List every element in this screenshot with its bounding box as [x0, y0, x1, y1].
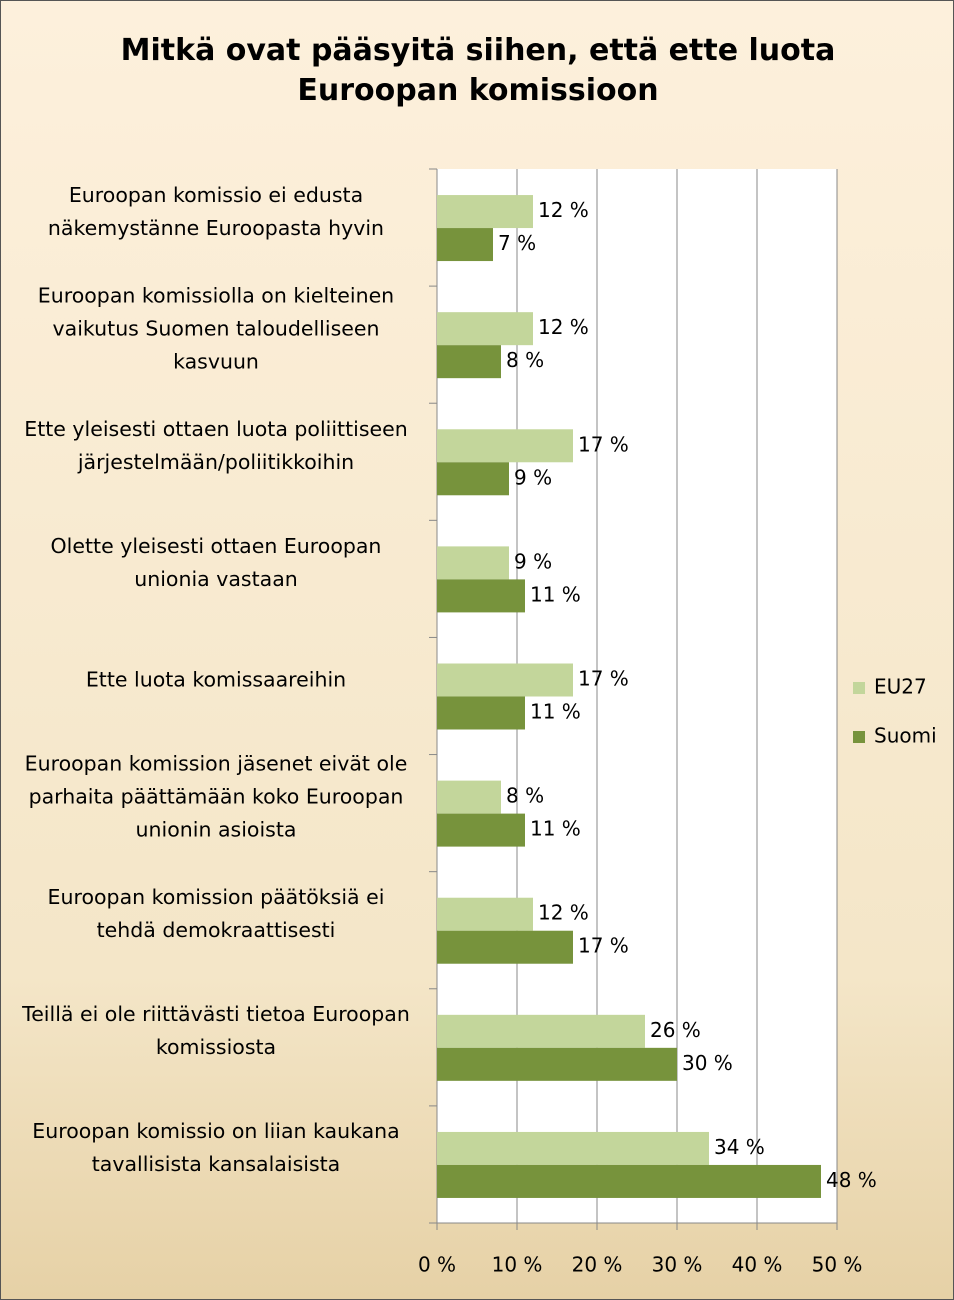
legend-swatch — [853, 731, 865, 743]
x-tick-label: 30 % — [652, 1253, 703, 1277]
bar — [437, 1131, 709, 1165]
legend-label: EU27 — [874, 675, 927, 699]
legend-swatch — [853, 682, 865, 694]
data-label: 8 % — [506, 784, 544, 808]
data-label: 34 % — [714, 1135, 765, 1159]
y-tick-label: Euroopan komission päätöksiä ei tehdä de… — [47, 885, 385, 943]
bar — [437, 696, 525, 730]
data-label: 11 % — [530, 582, 581, 606]
x-tick-label: 40 % — [732, 1253, 783, 1277]
bar — [437, 930, 573, 964]
data-label: 12 % — [538, 901, 589, 925]
data-label: 11 % — [530, 700, 581, 724]
y-tick-label: Ette yleisesti ottaen luota poliittiseen… — [24, 416, 408, 474]
data-label: 8 % — [506, 348, 544, 372]
legend-label: Suomi — [874, 724, 937, 748]
bar — [437, 195, 533, 229]
y-tick-label: Olette yleisesti ottaen Euroopan unionia… — [50, 533, 382, 591]
bar — [437, 579, 525, 613]
bar — [437, 546, 509, 580]
y-tick-label: Teillä ei ole riittävästi tietoa Euroopa… — [22, 1002, 410, 1060]
bar — [437, 312, 533, 346]
y-tick-label: Euroopan komissio on liian kaukana taval… — [32, 1119, 400, 1177]
y-tick-label: Euroopan komission jäsenet eivät ole par… — [24, 751, 408, 842]
bar — [437, 780, 501, 814]
chart-title: Mitkä ovat pääsyitä siihen, että ette lu… — [120, 33, 836, 108]
bar — [437, 462, 509, 496]
y-tick-label: Euroopan komissiolla on kielteinen vaiku… — [37, 283, 395, 374]
bar — [437, 897, 533, 931]
bar — [437, 345, 501, 379]
bar — [437, 1014, 645, 1048]
y-tick-label: Ette luota komissaareihin — [85, 667, 347, 692]
data-label: 26 % — [650, 1018, 701, 1042]
data-label: 17 % — [578, 667, 629, 691]
data-label: 9 % — [514, 549, 552, 573]
data-label: 30 % — [682, 1051, 733, 1075]
bar — [437, 429, 573, 463]
x-tick-label: 20 % — [572, 1253, 623, 1277]
bar — [437, 663, 573, 697]
x-tick-label: 10 % — [492, 1253, 543, 1277]
bar — [437, 813, 525, 847]
bar — [437, 1047, 677, 1081]
data-label: 12 % — [538, 198, 589, 222]
data-label: 11 % — [530, 817, 581, 841]
bar — [437, 228, 493, 262]
y-tick-label: Euroopan komissio ei edusta näkemystänne… — [47, 182, 385, 240]
data-label: 7 % — [498, 231, 536, 255]
data-label: 48 % — [826, 1168, 877, 1192]
data-label: 17 % — [578, 432, 629, 456]
data-label: 12 % — [538, 315, 589, 339]
x-tick-label: 50 % — [812, 1253, 863, 1277]
data-label: 9 % — [514, 465, 552, 489]
x-tick-label: 0 % — [418, 1253, 456, 1277]
data-label: 17 % — [578, 934, 629, 958]
bar — [437, 1164, 821, 1198]
